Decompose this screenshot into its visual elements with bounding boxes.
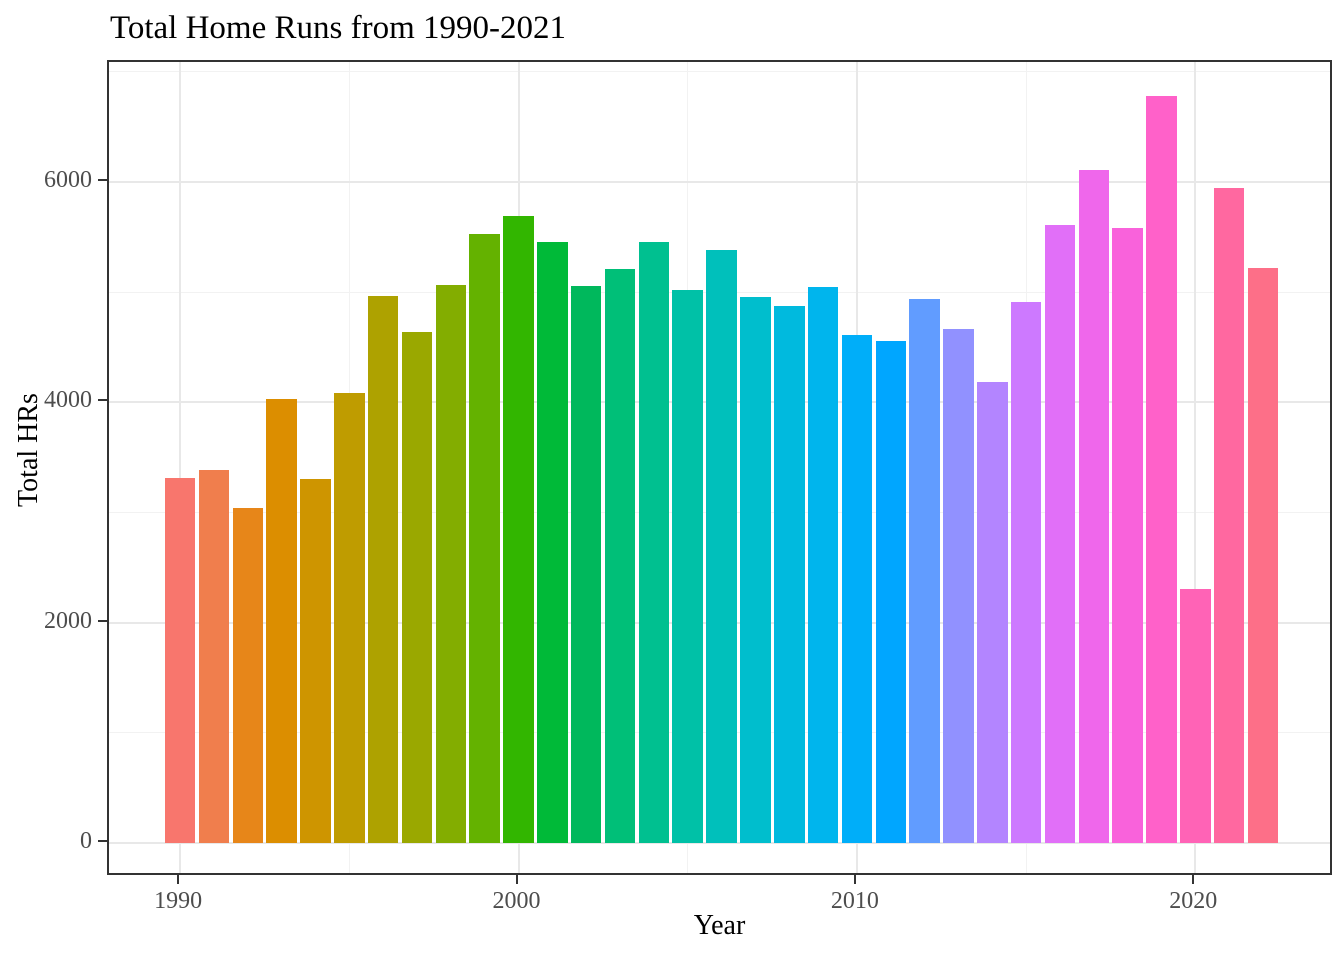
bar-2014 (977, 381, 1008, 843)
x-tick-label: 1990 (154, 888, 203, 914)
gridline-major-v (1194, 62, 1197, 873)
bar-2003 (604, 269, 636, 843)
bar-2009 (807, 287, 839, 843)
bar-1995 (334, 393, 365, 843)
bar-1998 (435, 285, 467, 843)
bar-2015 (1010, 302, 1042, 843)
bar-2002 (570, 285, 602, 843)
x-tick-label: 2010 (830, 888, 879, 914)
bar-2013 (943, 329, 974, 843)
x-axis-title: Year (693, 910, 746, 941)
gridline-major-h (109, 180, 1330, 183)
bar-2001 (537, 241, 568, 843)
x-tick-mark (853, 875, 856, 884)
x-tick-mark (177, 875, 180, 884)
bar-1994 (300, 478, 331, 843)
bar-2007 (740, 296, 771, 843)
bar-1990 (164, 477, 196, 843)
bar-1991 (198, 470, 230, 843)
bar-2005 (672, 290, 703, 843)
bar-2008 (774, 305, 805, 843)
x-tick-mark (515, 875, 518, 884)
bar-1996 (367, 296, 399, 843)
bar-2018 (1112, 227, 1143, 843)
bar-2021 (1213, 188, 1245, 843)
bar-1992 (232, 508, 263, 843)
bar-2000 (503, 215, 534, 843)
bar-1999 (469, 233, 500, 843)
chart-title: Total Home Runs from 1990-2021 (110, 10, 566, 46)
y-tick-label: 0 (80, 828, 92, 854)
bar-2016 (1044, 224, 1076, 843)
y-tick-mark (98, 840, 107, 842)
bar-2011 (875, 341, 906, 843)
bar-2022 (1247, 268, 1279, 843)
bar-2004 (638, 242, 670, 843)
bar-1993 (266, 398, 297, 843)
gridline-minor-h (109, 71, 1330, 73)
bar-1997 (401, 331, 433, 843)
bar-2020 (1180, 589, 1211, 843)
y-tick-label: 4000 (44, 387, 92, 414)
gridline-major-v (179, 62, 182, 873)
x-tick-mark (1192, 875, 1195, 884)
bar-2010 (841, 334, 873, 843)
y-tick-label: 6000 (44, 166, 92, 193)
y-tick-mark (98, 178, 107, 181)
bar-2012 (909, 299, 940, 843)
y-tick-mark (98, 619, 107, 622)
x-tick-label: 2020 (1169, 888, 1218, 914)
bar-2019 (1146, 96, 1177, 843)
y-tick-mark (98, 399, 107, 402)
y-tick-label: 2000 (44, 607, 92, 634)
gridline-major-h (109, 842, 1330, 844)
x-tick-label: 2000 (492, 888, 541, 914)
bar-2006 (706, 249, 737, 843)
plot-panel (107, 60, 1332, 875)
bar-2017 (1078, 170, 1109, 843)
